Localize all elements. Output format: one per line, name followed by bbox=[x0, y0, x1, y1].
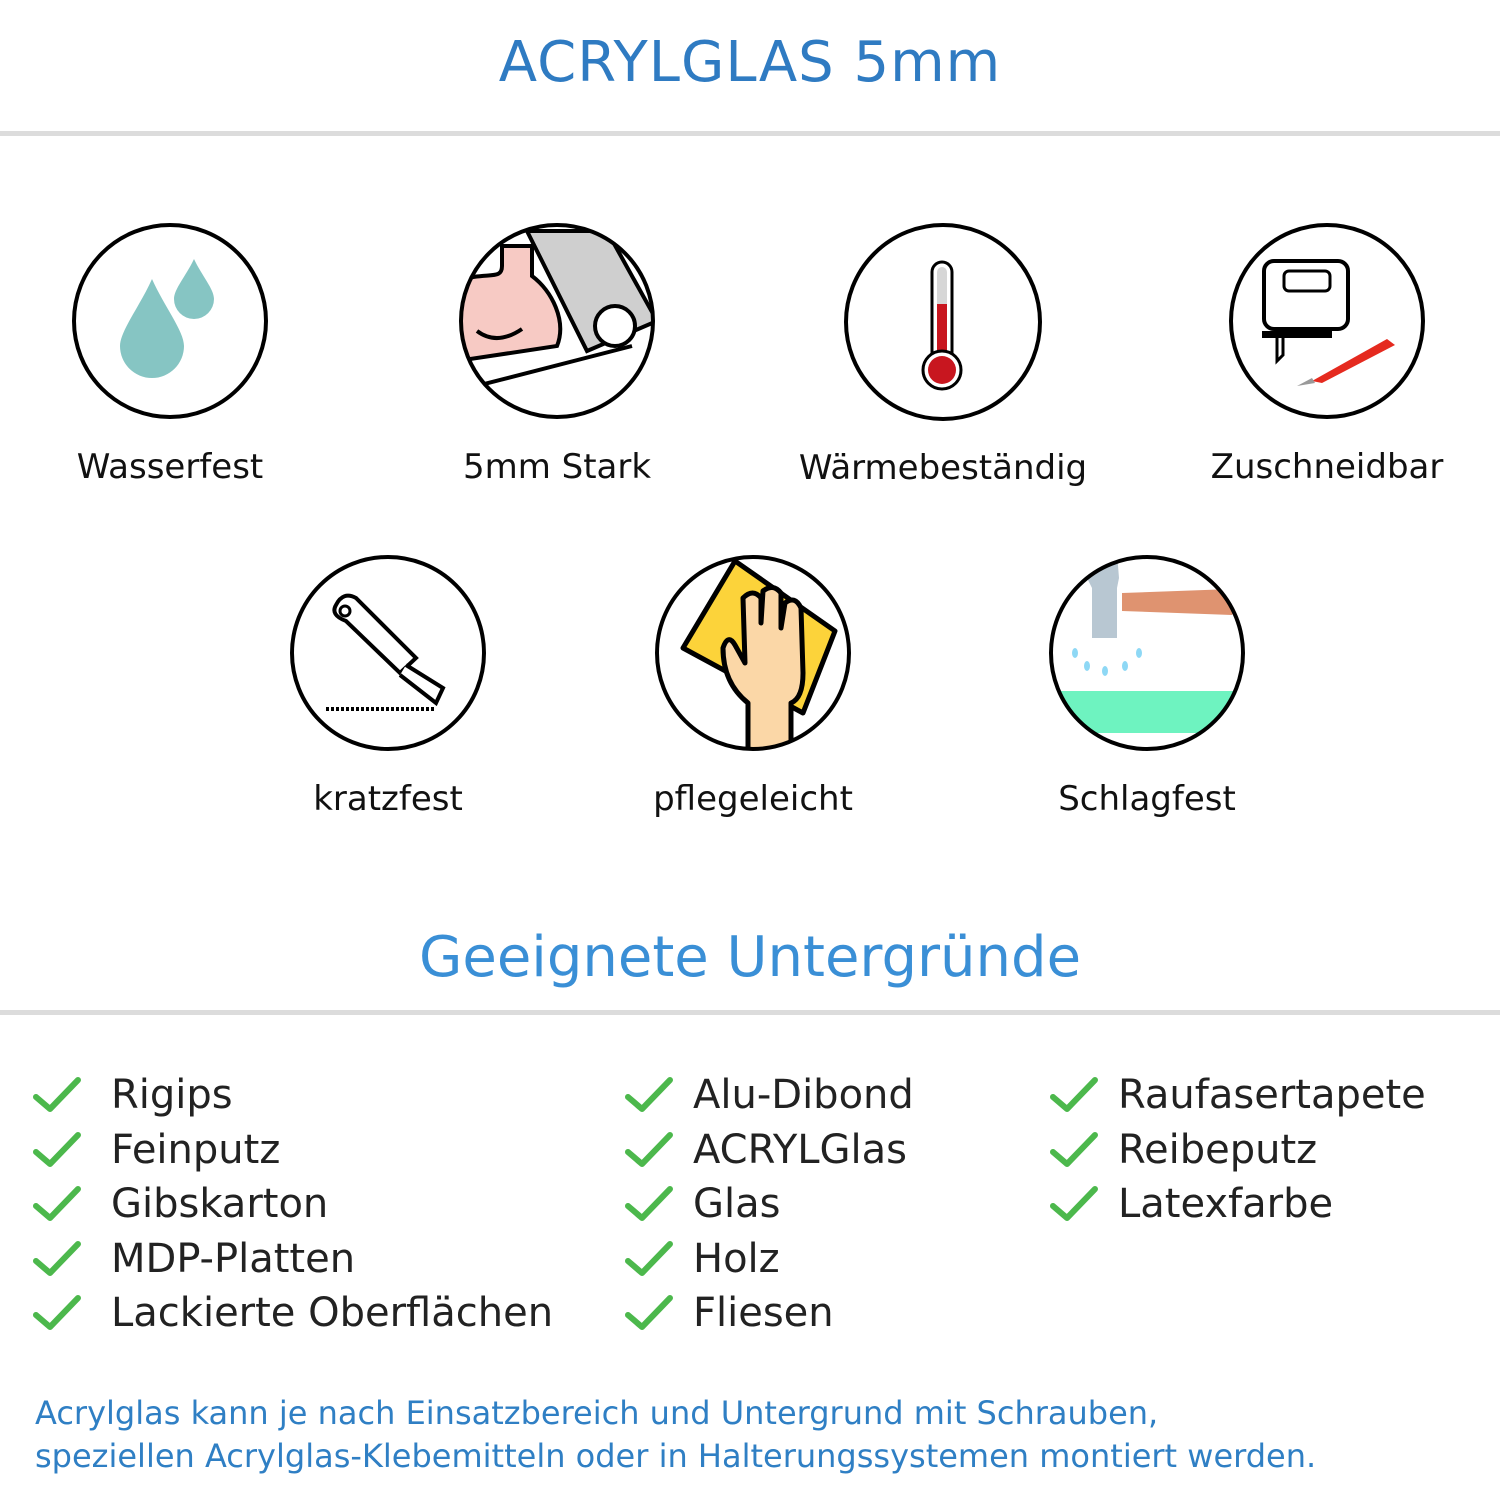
surfaces-column-3: Raufasertapete Reibeputz Latexfarbe bbox=[1050, 1068, 1426, 1232]
surface-label: Glas bbox=[693, 1181, 781, 1228]
surface-item: Lackierte Oberflächen bbox=[33, 1286, 553, 1341]
surface-item: Latexfarbe bbox=[1050, 1177, 1426, 1232]
divider bbox=[0, 1010, 1500, 1015]
page-title: ACRYLGLAS 5mm bbox=[498, 30, 1002, 95]
surfaces-title: Geeignete Untergründe bbox=[418, 925, 1082, 990]
feature-label: Zuschneidbar bbox=[1210, 447, 1444, 487]
mounting-note-line-1: Acrylglas kann je nach Einsatzbereich un… bbox=[35, 1394, 1159, 1432]
surface-label: Holz bbox=[693, 1235, 780, 1282]
feature-zuschneidbar: Zuschneidbar bbox=[1167, 221, 1487, 487]
surface-item: Alu-Dibond bbox=[625, 1068, 914, 1123]
surface-item: MDP-Platten bbox=[33, 1232, 553, 1287]
mounting-note: Acrylglas kann je nach Einsatzbereich un… bbox=[35, 1392, 1316, 1478]
surfaces-column-1: Rigips Feinputz Gibskarton MDP-Platten Lacki… bbox=[33, 1068, 553, 1341]
feature-pflegeleicht: pflegeleicht bbox=[593, 553, 913, 819]
check-icon bbox=[625, 1295, 673, 1331]
feature-waermebestaendig: Wärmebeständig bbox=[783, 222, 1103, 488]
check-icon bbox=[625, 1131, 673, 1167]
surface-label: Lackierte Oberflächen bbox=[111, 1290, 554, 1337]
surface-label: Alu-Dibond bbox=[693, 1072, 914, 1119]
feature-label: kratzfest bbox=[313, 779, 463, 819]
surface-item: Feinputz bbox=[33, 1123, 553, 1178]
surface-item: Gibskarton bbox=[33, 1177, 553, 1232]
feature-label: Schlagfest bbox=[1058, 779, 1236, 819]
surface-item: ACRYLGlas bbox=[625, 1123, 914, 1178]
surface-item: Glas bbox=[625, 1177, 914, 1232]
surface-label: ACRYLGlas bbox=[693, 1126, 908, 1173]
mounting-note-line-2: speziellen Acrylglas-Klebemitteln oder i… bbox=[35, 1437, 1317, 1475]
feature-5mm-stark: 5mm Stark bbox=[397, 221, 717, 487]
water-drops-icon bbox=[72, 223, 268, 419]
surface-label: Rigips bbox=[111, 1072, 233, 1119]
feature-kratzfest: kratzfest bbox=[228, 553, 548, 819]
surface-label: Fliesen bbox=[693, 1290, 834, 1337]
surface-label: Latexfarbe bbox=[1118, 1181, 1334, 1228]
surface-label: Reibeputz bbox=[1118, 1126, 1318, 1173]
surface-item: Fliesen bbox=[625, 1286, 914, 1341]
check-icon bbox=[33, 1186, 81, 1222]
feature-label: Wasserfest bbox=[76, 447, 264, 487]
check-icon bbox=[625, 1240, 673, 1276]
surface-item: Holz bbox=[625, 1232, 914, 1287]
surface-label: Gibskarton bbox=[111, 1181, 329, 1228]
surface-label: Raufasertapete bbox=[1118, 1072, 1426, 1119]
surface-item: Raufasertapete bbox=[1050, 1068, 1426, 1123]
jigsaw-cutter-icon bbox=[1229, 223, 1425, 419]
feature-wasserfest: Wasserfest bbox=[10, 221, 330, 487]
surface-item: Reibeputz bbox=[1050, 1123, 1426, 1178]
divider bbox=[0, 131, 1500, 136]
utility-knife-icon bbox=[290, 555, 486, 751]
check-icon bbox=[33, 1077, 81, 1113]
check-icon bbox=[33, 1295, 81, 1331]
feature-schlagfest: Schlagfest bbox=[987, 553, 1307, 819]
thermometer-icon bbox=[844, 223, 1042, 421]
surface-label: MDP-Platten bbox=[111, 1235, 356, 1282]
strong-arm-icon bbox=[459, 223, 655, 419]
check-icon bbox=[1050, 1186, 1098, 1222]
check-icon bbox=[33, 1240, 81, 1276]
check-icon bbox=[33, 1131, 81, 1167]
check-icon bbox=[625, 1186, 673, 1222]
surfaces-column-2: Alu-Dibond ACRYLGlas Glas Holz Fliesen bbox=[625, 1068, 914, 1341]
check-icon bbox=[625, 1077, 673, 1113]
check-icon bbox=[1050, 1077, 1098, 1113]
surface-label: Feinputz bbox=[111, 1126, 281, 1173]
feature-label: pflegeleicht bbox=[653, 779, 853, 819]
surface-item: Rigips bbox=[33, 1068, 553, 1123]
hammer-icon bbox=[1049, 555, 1245, 751]
feature-label: Wärmebeständig bbox=[798, 448, 1088, 488]
hand-cloth-icon bbox=[655, 555, 851, 751]
check-icon bbox=[1050, 1131, 1098, 1167]
feature-label: 5mm Stark bbox=[462, 447, 652, 487]
